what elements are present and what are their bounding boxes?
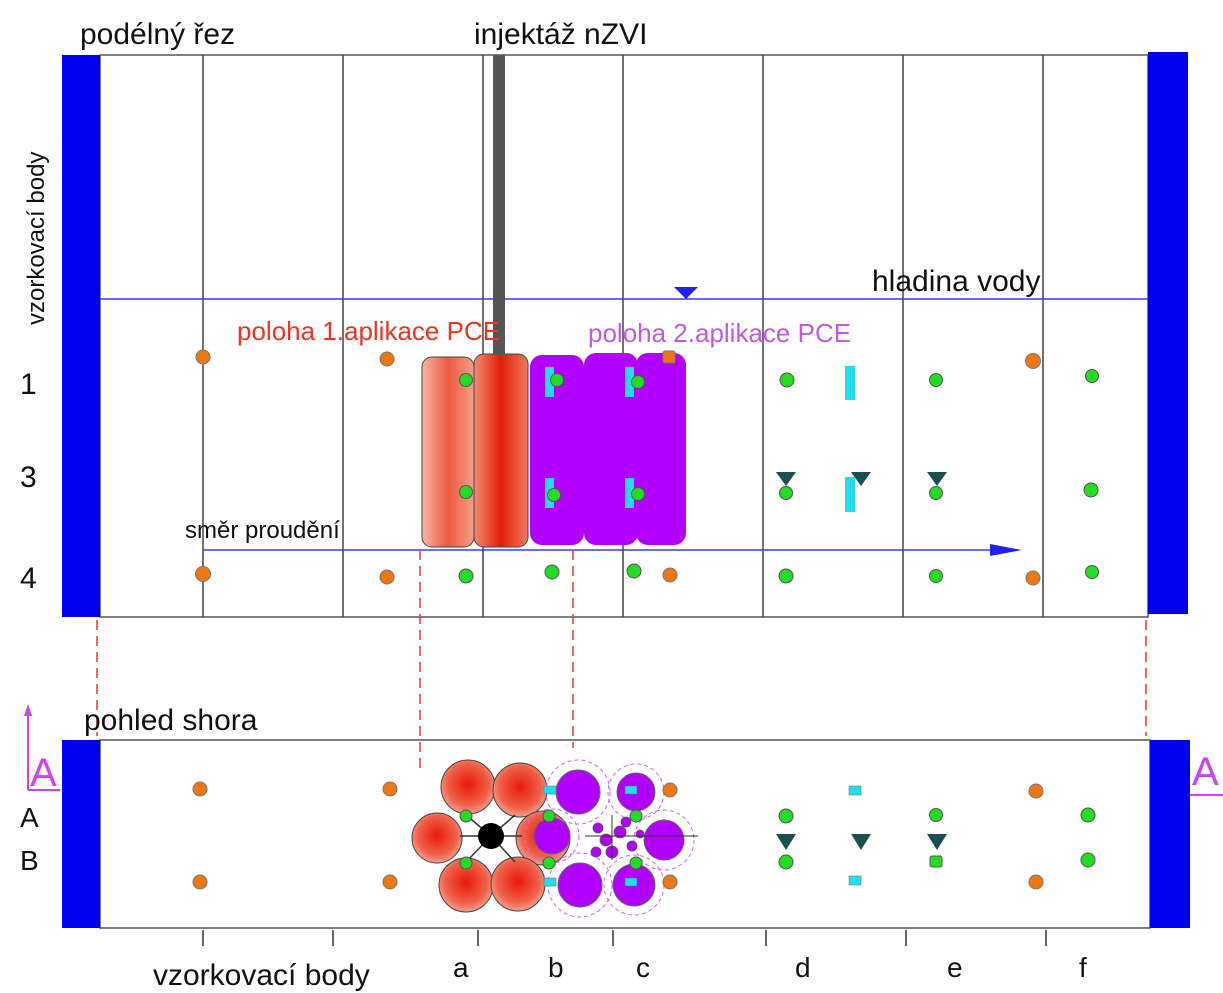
side-axis-label: vzorkovací body (23, 152, 50, 325)
plan-cyan-markers (543, 785, 862, 887)
plan-orange-points (192, 781, 1044, 890)
section-marker-left: A (24, 704, 60, 795)
flow-label: směr proudění (185, 517, 340, 544)
plan-row-label-a: A (20, 802, 39, 833)
row-label-3: 3 (20, 461, 37, 494)
plan-green-points (459, 807, 1096, 870)
column-label-f: f (1079, 952, 1087, 983)
top-view-label: pohled shora (84, 704, 258, 737)
row-label-1: 1 (20, 368, 37, 401)
column-label-c: c (636, 952, 650, 983)
plan-left-wall (62, 740, 100, 928)
plan-view: pohled shora A B vzorkovací body a b c d… (20, 704, 1190, 992)
pce2-label: poloha 2.aplikace PCE (588, 318, 851, 348)
column-label-e: e (947, 952, 963, 983)
projection-guides (96, 550, 1147, 770)
bottom-axis-ticks (202, 930, 1047, 946)
bottom-axis-label: vzorkovací body (153, 959, 370, 992)
longitudinal-section: podélný řez injektáž nZVI hladina vody p… (20, 18, 1188, 618)
column-label-a: a (453, 952, 469, 983)
plan-triangles (776, 834, 947, 850)
injection-label: injektáž nZVI (474, 18, 647, 51)
right-wall (1148, 52, 1188, 614)
section-triangles (776, 472, 947, 486)
section-marker-left-label: A (30, 751, 57, 795)
section-marker-right-label: A (1192, 750, 1219, 794)
flow-arrowhead (990, 544, 1022, 556)
section-title: podélný řez (80, 18, 235, 51)
plan-cross-marks (585, 815, 698, 860)
row-label-4: 4 (20, 562, 37, 595)
plan-right-wall (1150, 740, 1190, 928)
injection-well (493, 55, 505, 355)
column-label-b: b (548, 952, 564, 983)
pce1-plume (421, 353, 529, 548)
section-green-points (458, 369, 1099, 584)
pce1-label: poloha 1.aplikace PCE (237, 316, 500, 346)
plan-injection-point (478, 823, 504, 849)
column-label-d: d (795, 952, 811, 983)
section-marker-right: A (1190, 750, 1223, 796)
water-level-marker (674, 287, 698, 299)
plan-row-label-b: B (20, 845, 39, 876)
left-wall (62, 55, 100, 617)
water-level-label: hladina vody (872, 265, 1040, 298)
pce2-plume (530, 353, 686, 545)
section-orange-points (195, 349, 1041, 586)
